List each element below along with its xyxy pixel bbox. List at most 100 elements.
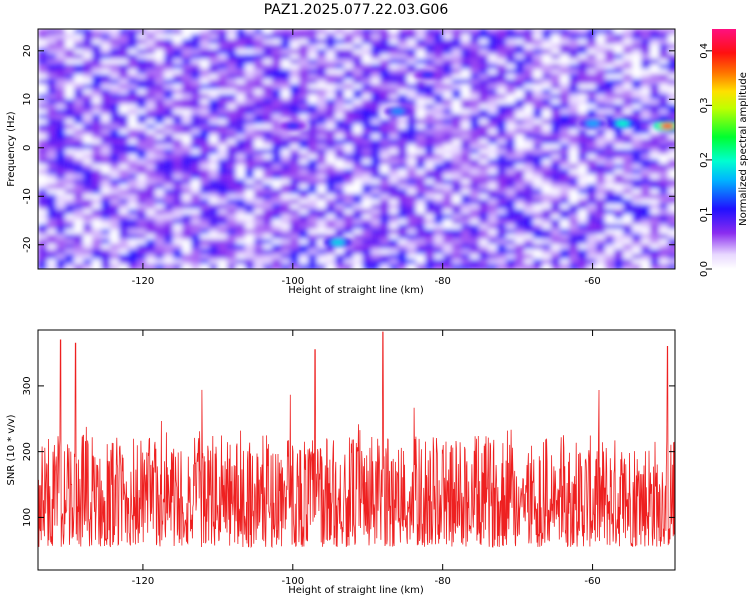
heatmap-cell <box>488 124 498 130</box>
heatmap-cell <box>101 79 111 85</box>
heatmap-cell <box>272 264 282 269</box>
heatmap-cell <box>155 169 165 175</box>
heatmap-cell <box>101 169 111 175</box>
heatmap-cell <box>83 174 93 180</box>
heatmap-cell <box>254 209 264 215</box>
heatmap-cell <box>488 184 498 190</box>
heatmap-cell <box>650 89 660 95</box>
heatmap-cell <box>353 94 363 100</box>
heatmap-cell <box>308 129 318 135</box>
heatmap-cell <box>74 259 84 265</box>
heatmap-cell <box>317 194 327 200</box>
heatmap-cell <box>263 44 273 50</box>
heatmap-cell <box>632 169 642 175</box>
heatmap-cell <box>281 254 291 260</box>
heatmap-cell <box>110 234 120 240</box>
heatmap-cell <box>218 124 228 130</box>
heatmap-cell <box>488 169 498 175</box>
heatmap-cell <box>83 179 93 185</box>
heatmap-cell <box>461 104 471 110</box>
heatmap-cell <box>560 64 570 70</box>
heatmap-cell <box>119 229 129 235</box>
heatmap-cell <box>209 159 219 165</box>
heatmap-cell <box>443 134 453 140</box>
heatmap-cell <box>641 144 651 150</box>
heatmap-cell <box>596 99 606 105</box>
heatmap-cell <box>380 174 390 180</box>
heatmap-cell <box>191 89 201 95</box>
heatmap-cell <box>641 139 651 145</box>
heatmap-cell <box>416 34 426 40</box>
heatmap-cell <box>263 119 273 125</box>
heatmap-cell <box>389 239 399 245</box>
heatmap-cell <box>110 189 120 195</box>
heatmap-cell <box>56 39 66 45</box>
heatmap-cell <box>416 164 426 170</box>
heatmap-cell <box>263 264 273 269</box>
heatmap-cell <box>506 34 516 40</box>
heatmap-cell <box>263 89 273 95</box>
heatmap-cell <box>515 44 525 50</box>
heatmap-cell <box>380 119 390 125</box>
heatmap-cell <box>65 139 75 145</box>
heatmap-cell <box>110 54 120 60</box>
heatmap-cell <box>47 64 57 70</box>
heatmap-cell <box>74 94 84 100</box>
heatmap-cell <box>380 129 390 135</box>
heatmap-cell <box>398 259 408 265</box>
heatmap-cell <box>137 199 147 205</box>
heatmap-cell <box>452 234 462 240</box>
heatmap-cell <box>542 169 552 175</box>
heatmap-cell <box>605 249 615 255</box>
heatmap-cell <box>281 264 291 269</box>
heatmap-cell <box>452 69 462 75</box>
heatmap-cell <box>191 264 201 269</box>
heatmap-cell <box>317 264 327 269</box>
heatmap-cell <box>623 59 633 65</box>
heatmap-cell <box>650 244 660 250</box>
heatmap-cell <box>488 114 498 120</box>
heatmap-cell <box>164 74 174 80</box>
heatmap-cell <box>155 109 165 115</box>
heatmap-cell <box>587 254 597 260</box>
heatmap-cell <box>668 99 675 105</box>
heatmap-cell <box>74 84 84 90</box>
heatmap-cell <box>137 54 147 60</box>
heatmap-cell <box>614 89 624 95</box>
heatmap-cell <box>542 59 552 65</box>
heatmap-cell <box>443 34 453 40</box>
heatmap-cell <box>497 164 507 170</box>
heatmap-cell <box>416 174 426 180</box>
heatmap-cell <box>83 109 93 115</box>
heatmap-cell <box>137 184 147 190</box>
heatmap-cell <box>614 249 624 255</box>
heatmap-cell <box>83 34 93 40</box>
heatmap-cell <box>560 39 570 45</box>
heatmap-cell <box>587 134 597 140</box>
heatmap-cell <box>578 179 588 185</box>
heatmap-cell <box>83 114 93 120</box>
heatmap-cell <box>155 89 165 95</box>
heatmap-cell <box>434 209 444 215</box>
heatmap-cell <box>641 184 651 190</box>
heatmap-cell <box>560 244 570 250</box>
heatmap-cell <box>641 254 651 260</box>
heatmap-cell <box>596 254 606 260</box>
heatmap-cell <box>299 64 309 70</box>
heatmap-cell <box>128 39 138 45</box>
heatmap-cell <box>641 49 651 55</box>
heatmap-cell <box>335 184 345 190</box>
heatmap-cell <box>326 124 336 130</box>
heatmap-cell <box>407 39 417 45</box>
heatmap-cell <box>407 239 417 245</box>
heatmap-cell <box>281 174 291 180</box>
heatmap-cell <box>344 49 354 55</box>
heatmap-cell <box>578 74 588 80</box>
heatmap-cell <box>110 174 120 180</box>
heatmap-cell <box>173 84 183 90</box>
heatmap-cell <box>353 234 363 240</box>
heatmap-cell <box>164 219 174 225</box>
heatmap-cell <box>632 104 642 110</box>
heatmap-cell <box>479 189 489 195</box>
heatmap-cell <box>290 44 300 50</box>
